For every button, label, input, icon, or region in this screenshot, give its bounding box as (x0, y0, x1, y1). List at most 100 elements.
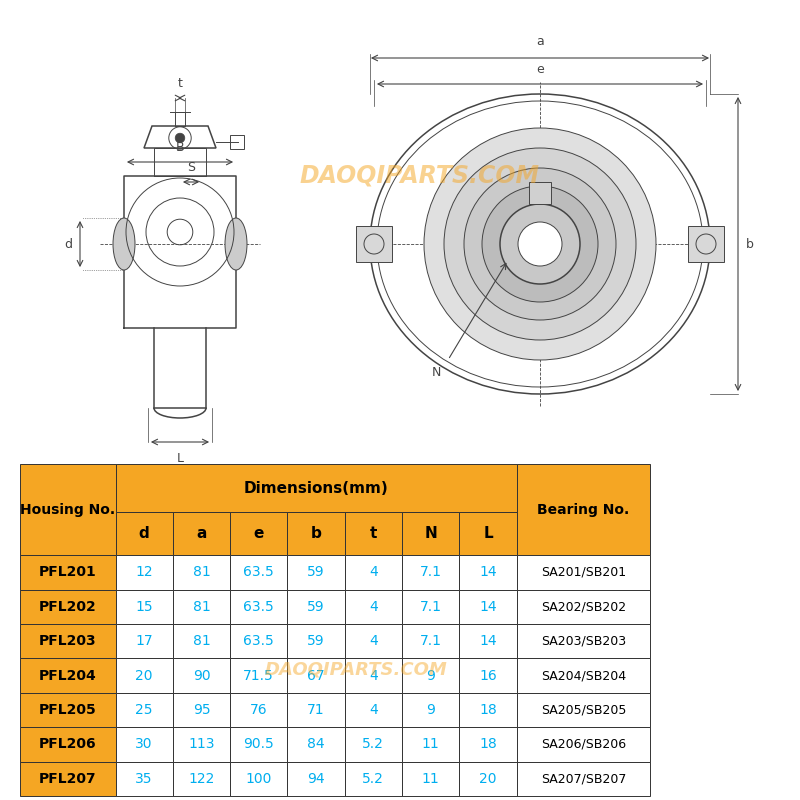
Bar (173, 727, 230, 762)
Text: 90.5: 90.5 (243, 738, 274, 751)
Text: 59: 59 (307, 600, 325, 614)
Bar (115, 658, 173, 693)
Circle shape (444, 148, 636, 340)
Text: 11: 11 (422, 772, 439, 786)
Text: 14: 14 (479, 634, 497, 648)
Bar (459, 762, 517, 796)
Bar (173, 512, 230, 555)
Text: 4: 4 (369, 703, 378, 717)
Bar (529, 182, 551, 204)
Bar (402, 658, 459, 693)
Bar (402, 512, 459, 555)
Text: d: d (64, 238, 72, 250)
Text: 100: 100 (246, 772, 272, 786)
Text: 67: 67 (307, 669, 325, 682)
Bar (345, 590, 402, 624)
Bar (345, 762, 402, 796)
Bar (115, 762, 173, 796)
Bar (402, 624, 459, 658)
Text: 14: 14 (479, 600, 497, 614)
Text: 18: 18 (479, 703, 497, 717)
Text: 7.1: 7.1 (420, 566, 442, 579)
Text: 14: 14 (479, 566, 497, 579)
Bar (230, 624, 287, 658)
Bar (517, 590, 650, 624)
Text: 71: 71 (307, 703, 325, 717)
Bar (517, 658, 650, 693)
Bar (20, 464, 115, 555)
Text: 4: 4 (369, 669, 378, 682)
Bar (230, 727, 287, 762)
Bar (402, 693, 459, 727)
Bar (402, 555, 459, 590)
Circle shape (500, 204, 580, 284)
Bar (345, 512, 402, 555)
Bar (20, 762, 115, 796)
Text: 5.2: 5.2 (362, 772, 384, 786)
Bar (287, 762, 345, 796)
Text: DAOQIPARTS.COM: DAOQIPARTS.COM (300, 164, 540, 188)
Bar (115, 464, 517, 512)
Text: 7.1: 7.1 (420, 600, 442, 614)
Bar (287, 555, 345, 590)
Text: 84: 84 (307, 738, 325, 751)
Text: 81: 81 (193, 600, 210, 614)
Bar (20, 693, 115, 727)
Bar (459, 555, 517, 590)
Text: 9: 9 (426, 703, 435, 717)
Text: 59: 59 (307, 566, 325, 579)
Bar (345, 555, 402, 590)
Text: SA202/SB202: SA202/SB202 (541, 600, 626, 614)
Text: L: L (483, 526, 493, 542)
Bar (20, 658, 115, 693)
Text: 76: 76 (250, 703, 267, 717)
Text: 4: 4 (369, 600, 378, 614)
Bar (230, 134, 244, 149)
Bar (287, 512, 345, 555)
Bar (115, 693, 173, 727)
Text: 12: 12 (135, 566, 153, 579)
Text: PFL207: PFL207 (39, 772, 97, 786)
Text: Housing No.: Housing No. (20, 502, 115, 517)
Text: PFL206: PFL206 (39, 738, 97, 751)
Text: SA207/SB207: SA207/SB207 (541, 772, 626, 786)
Bar (287, 624, 345, 658)
Text: PFL205: PFL205 (39, 703, 97, 717)
Bar (230, 512, 287, 555)
Text: 81: 81 (193, 634, 210, 648)
Text: PFL204: PFL204 (39, 669, 97, 682)
Bar (287, 727, 345, 762)
Bar (115, 624, 173, 658)
Bar (517, 624, 650, 658)
Text: 7.1: 7.1 (420, 634, 442, 648)
Bar (287, 658, 345, 693)
Bar (459, 512, 517, 555)
Text: e: e (536, 63, 544, 76)
Text: 122: 122 (188, 772, 214, 786)
Text: DAOQIPARTS.COM: DAOQIPARTS.COM (265, 661, 447, 679)
Text: 94: 94 (307, 772, 325, 786)
Circle shape (482, 186, 598, 302)
Text: 63.5: 63.5 (243, 566, 274, 579)
Text: SA204/SB204: SA204/SB204 (541, 669, 626, 682)
Text: 63.5: 63.5 (243, 600, 274, 614)
Ellipse shape (113, 218, 135, 270)
Circle shape (464, 168, 616, 320)
Bar (517, 555, 650, 590)
Text: 16: 16 (479, 669, 497, 682)
Bar (230, 762, 287, 796)
Text: 90: 90 (193, 669, 210, 682)
Text: 9: 9 (426, 669, 435, 682)
Text: SA206/SB206: SA206/SB206 (541, 738, 626, 751)
Text: SA201/SB201: SA201/SB201 (541, 566, 626, 579)
Bar (345, 693, 402, 727)
Text: N: N (431, 366, 441, 378)
Bar (173, 693, 230, 727)
Bar (517, 464, 650, 555)
Bar (688, 226, 724, 262)
Bar (230, 658, 287, 693)
Text: t: t (178, 77, 182, 90)
Text: Bearing No.: Bearing No. (538, 502, 630, 517)
Text: a: a (196, 526, 206, 542)
Bar (173, 624, 230, 658)
